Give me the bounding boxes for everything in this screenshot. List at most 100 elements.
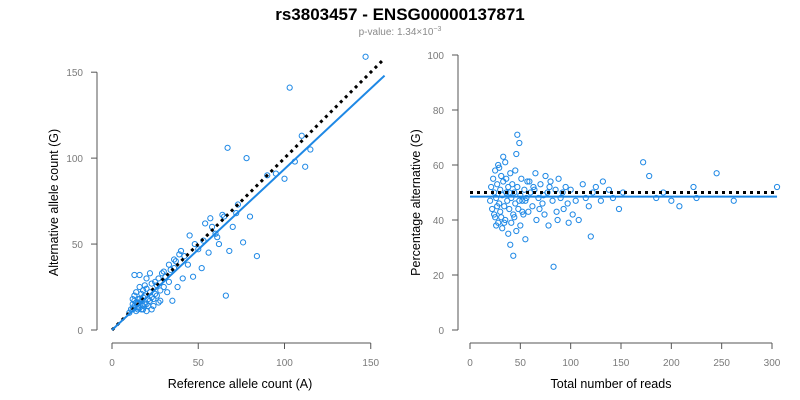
data-point xyxy=(535,194,542,202)
data-point xyxy=(490,175,497,182)
data-point xyxy=(502,159,509,166)
data-point xyxy=(491,211,498,218)
data-point xyxy=(501,219,508,226)
data-point xyxy=(516,197,523,204)
chart-subtitle: p-value: 1.34×10−3 xyxy=(359,26,442,38)
data-point xyxy=(492,214,499,221)
data-point xyxy=(569,211,576,218)
data-point xyxy=(529,203,536,210)
data-point xyxy=(307,146,314,153)
data-point xyxy=(226,247,233,255)
x-tick-label: 100 xyxy=(562,358,579,369)
data-point xyxy=(143,275,150,282)
data-point xyxy=(518,175,525,182)
data-point xyxy=(510,252,517,259)
data-point xyxy=(207,215,214,222)
data-point xyxy=(302,163,309,170)
data-point xyxy=(554,216,561,224)
y-tick-label: 0 xyxy=(438,326,444,337)
data-point xyxy=(773,183,781,191)
data-point xyxy=(585,203,592,210)
data-point xyxy=(503,189,510,196)
data-point xyxy=(153,292,160,299)
data-point xyxy=(495,161,502,169)
data-point xyxy=(155,275,162,282)
data-point xyxy=(138,306,145,313)
data-point xyxy=(521,186,528,193)
data-point xyxy=(177,247,185,255)
data-point xyxy=(557,194,564,202)
data-point xyxy=(498,214,505,221)
data-point xyxy=(498,172,505,180)
data-point xyxy=(508,194,515,202)
data-point xyxy=(240,239,247,246)
data-point xyxy=(494,181,501,188)
data-point xyxy=(174,283,181,291)
data-point xyxy=(487,197,494,204)
data-point xyxy=(224,144,231,151)
data-point xyxy=(298,132,305,139)
data-point xyxy=(189,273,197,280)
data-point xyxy=(547,178,554,185)
data-point xyxy=(212,230,219,237)
data-point xyxy=(286,84,293,91)
data-point xyxy=(530,183,537,191)
x-axis-label: Reference allele count (A) xyxy=(168,377,313,391)
data-point xyxy=(243,155,250,162)
data-point xyxy=(514,131,521,138)
data-point xyxy=(609,194,617,202)
data-point xyxy=(157,297,164,304)
x-tick-label: 300 xyxy=(764,358,781,369)
data-point xyxy=(550,263,557,270)
data-point xyxy=(582,194,589,202)
data-point xyxy=(171,256,178,263)
data-point xyxy=(516,139,523,147)
data-point xyxy=(541,211,548,218)
x-tick-label: 100 xyxy=(276,358,293,369)
data-point xyxy=(179,275,186,282)
data-point xyxy=(202,220,209,227)
data-point xyxy=(281,175,288,182)
data-point xyxy=(264,172,271,179)
x-tick-label: 200 xyxy=(663,358,680,369)
data-point xyxy=(522,197,529,204)
fit-line xyxy=(111,74,386,331)
x-tick-label: 250 xyxy=(713,358,730,369)
y-tick-label: 40 xyxy=(433,216,445,227)
data-point xyxy=(507,241,514,248)
data-point xyxy=(500,153,507,160)
data-point xyxy=(131,271,138,279)
data-point xyxy=(560,205,567,213)
data-point xyxy=(559,189,566,196)
data-point xyxy=(176,251,183,258)
data-point xyxy=(572,197,579,204)
data-point xyxy=(520,211,527,218)
data-point xyxy=(234,201,242,208)
data-point xyxy=(676,203,683,210)
data-point xyxy=(513,227,520,235)
x-tick-label: 0 xyxy=(109,358,115,369)
y-tick-label: 0 xyxy=(77,326,83,337)
data-point xyxy=(540,192,547,199)
data-point xyxy=(525,208,532,215)
data-point xyxy=(493,222,500,229)
x-tick-label: 150 xyxy=(362,358,379,369)
data-point xyxy=(205,249,212,256)
data-point xyxy=(640,159,647,166)
data-point xyxy=(713,170,720,177)
x-tick-label: 50 xyxy=(515,358,527,369)
data-point xyxy=(494,203,501,210)
data-point xyxy=(219,211,226,218)
data-point xyxy=(536,205,543,213)
data-point xyxy=(146,270,154,277)
data-point xyxy=(564,200,571,207)
x-axis-label: Total number of reads xyxy=(551,377,672,391)
data-point xyxy=(148,280,155,287)
data-point xyxy=(139,287,147,294)
data-point xyxy=(134,295,141,303)
data-point xyxy=(597,197,604,204)
data-point xyxy=(253,252,260,260)
data-point xyxy=(511,214,518,221)
data-point xyxy=(497,208,504,215)
